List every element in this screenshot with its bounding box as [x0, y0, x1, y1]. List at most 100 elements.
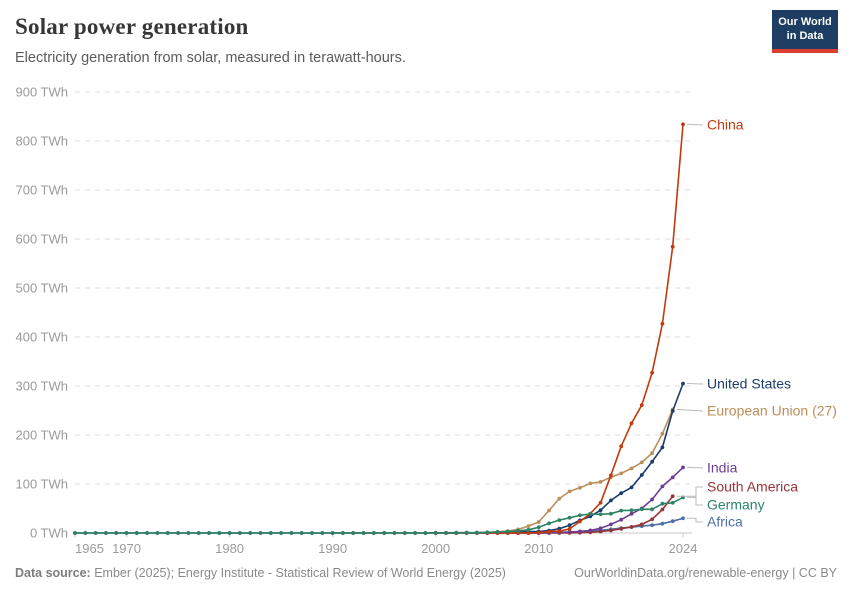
data-point-germany [475, 530, 479, 535]
data-point-china [536, 530, 541, 535]
data-point-china [619, 444, 624, 449]
data-point-china [609, 473, 613, 478]
label-connector-european-union-27 [676, 408, 704, 412]
page-title: Solar power generation [15, 14, 249, 39]
data-point-germany [485, 530, 490, 535]
x-tick-label: 1990 [318, 541, 347, 556]
data-point-germany [207, 531, 211, 535]
data-point-germany [310, 531, 314, 535]
owid-logo-line1: Our World [778, 16, 832, 28]
y-tick-label: 100 TWh [15, 477, 68, 492]
data-point-germany [464, 531, 469, 535]
data-point-germany [619, 508, 624, 513]
series-label-germany[interactable]: Germany [707, 497, 765, 513]
data-point-germany [609, 511, 613, 516]
series-line-united-states[interactable] [75, 383, 684, 534]
series-label-united-states[interactable]: United States [707, 376, 791, 392]
data-point-africa [681, 516, 685, 521]
data-point-united-states [609, 498, 613, 503]
y-tick-label: 400 TWh [15, 330, 68, 345]
data-point-european-union-27 [588, 481, 593, 486]
series-line-china[interactable] [435, 124, 684, 534]
series-label-india[interactable]: India [707, 460, 738, 476]
data-point-germany [351, 531, 356, 535]
data-point-india [588, 528, 593, 533]
data-point-germany [248, 531, 253, 535]
data-point-india [609, 522, 613, 527]
y-tick-label: 600 TWh [15, 232, 68, 247]
y-tick-label: 0 TWh [30, 526, 68, 541]
y-tick-label: 500 TWh [15, 281, 68, 296]
data-point-germany [598, 512, 603, 517]
data-point-germany [578, 513, 582, 518]
data-point-germany [114, 531, 119, 535]
data-point-germany [341, 531, 345, 535]
data-point-germany [392, 531, 397, 535]
data-point-germany [289, 531, 294, 535]
data-point-european-union-27 [650, 451, 654, 456]
data-point-germany [165, 531, 170, 535]
data-point-india [598, 526, 603, 531]
data-point-germany [268, 531, 273, 535]
data-point-germany [402, 531, 407, 535]
data-point-germany [454, 531, 459, 535]
data-point-india [670, 475, 675, 480]
data-point-china [526, 530, 531, 535]
data-point-germany [320, 531, 325, 535]
data-point-germany [186, 531, 191, 535]
data-point-european-union-27 [598, 480, 603, 484]
data-point-germany [104, 531, 108, 535]
data-point-european-union-27 [629, 466, 634, 471]
data-point-germany [196, 531, 201, 535]
data-point-germany [93, 531, 98, 535]
data-point-china [598, 500, 603, 505]
y-tick-label: 300 TWh [15, 379, 68, 394]
series-line-european-union-27[interactable] [332, 409, 674, 534]
label-connector-india [686, 466, 704, 469]
data-point-china [681, 122, 685, 127]
data-point-european-union-27 [526, 524, 531, 528]
data-point-germany [505, 529, 510, 534]
data-point-india [629, 511, 634, 516]
data-source-label: Data source: [15, 566, 91, 580]
data-point-germany [639, 507, 644, 512]
x-tick-label: 1970 [112, 541, 141, 556]
data-point-germany [238, 531, 242, 535]
y-tick-label: 800 TWh [15, 134, 68, 149]
license-note: OurWorldinData.org/renewable-energy | CC… [574, 566, 837, 580]
data-point-india [660, 484, 665, 489]
data-point-south-america [609, 528, 613, 533]
data-point-germany [258, 531, 263, 535]
data-point-united-states [681, 381, 685, 386]
series-label-european-union-27[interactable]: European Union (27) [707, 403, 837, 419]
data-point-germany [176, 531, 181, 535]
y-tick-label: 200 TWh [15, 428, 68, 443]
data-point-germany [145, 531, 150, 535]
y-tick-label: 900 TWh [15, 85, 68, 100]
data-point-china [567, 527, 572, 531]
data-point-germany [83, 531, 88, 535]
data-point-south-america [639, 522, 644, 527]
series-label-china[interactable]: China [707, 117, 744, 133]
data-point-germany [134, 531, 139, 535]
data-point-germany [155, 531, 160, 535]
data-point-united-states [639, 473, 644, 477]
data-point-germany [495, 530, 500, 534]
data-point-european-union-27 [536, 520, 541, 524]
data-point-china [557, 529, 562, 534]
data-point-european-union-27 [639, 460, 644, 465]
data-point-china [547, 529, 551, 534]
data-point-germany [382, 531, 387, 535]
data-source-note: Data source: Ember (2025); Energy Instit… [15, 566, 506, 580]
data-point-germany [371, 531, 376, 535]
data-point-south-america [619, 526, 624, 531]
data-point-india [578, 529, 582, 534]
series-label-africa[interactable]: Africa [707, 514, 743, 530]
data-point-european-union-27 [660, 431, 665, 436]
owid-logo[interactable]: Our World in Data [772, 10, 838, 53]
data-point-united-states [598, 508, 603, 513]
data-point-germany [423, 531, 428, 535]
data-point-germany [217, 531, 222, 535]
series-label-south-america[interactable]: South America [707, 479, 798, 495]
